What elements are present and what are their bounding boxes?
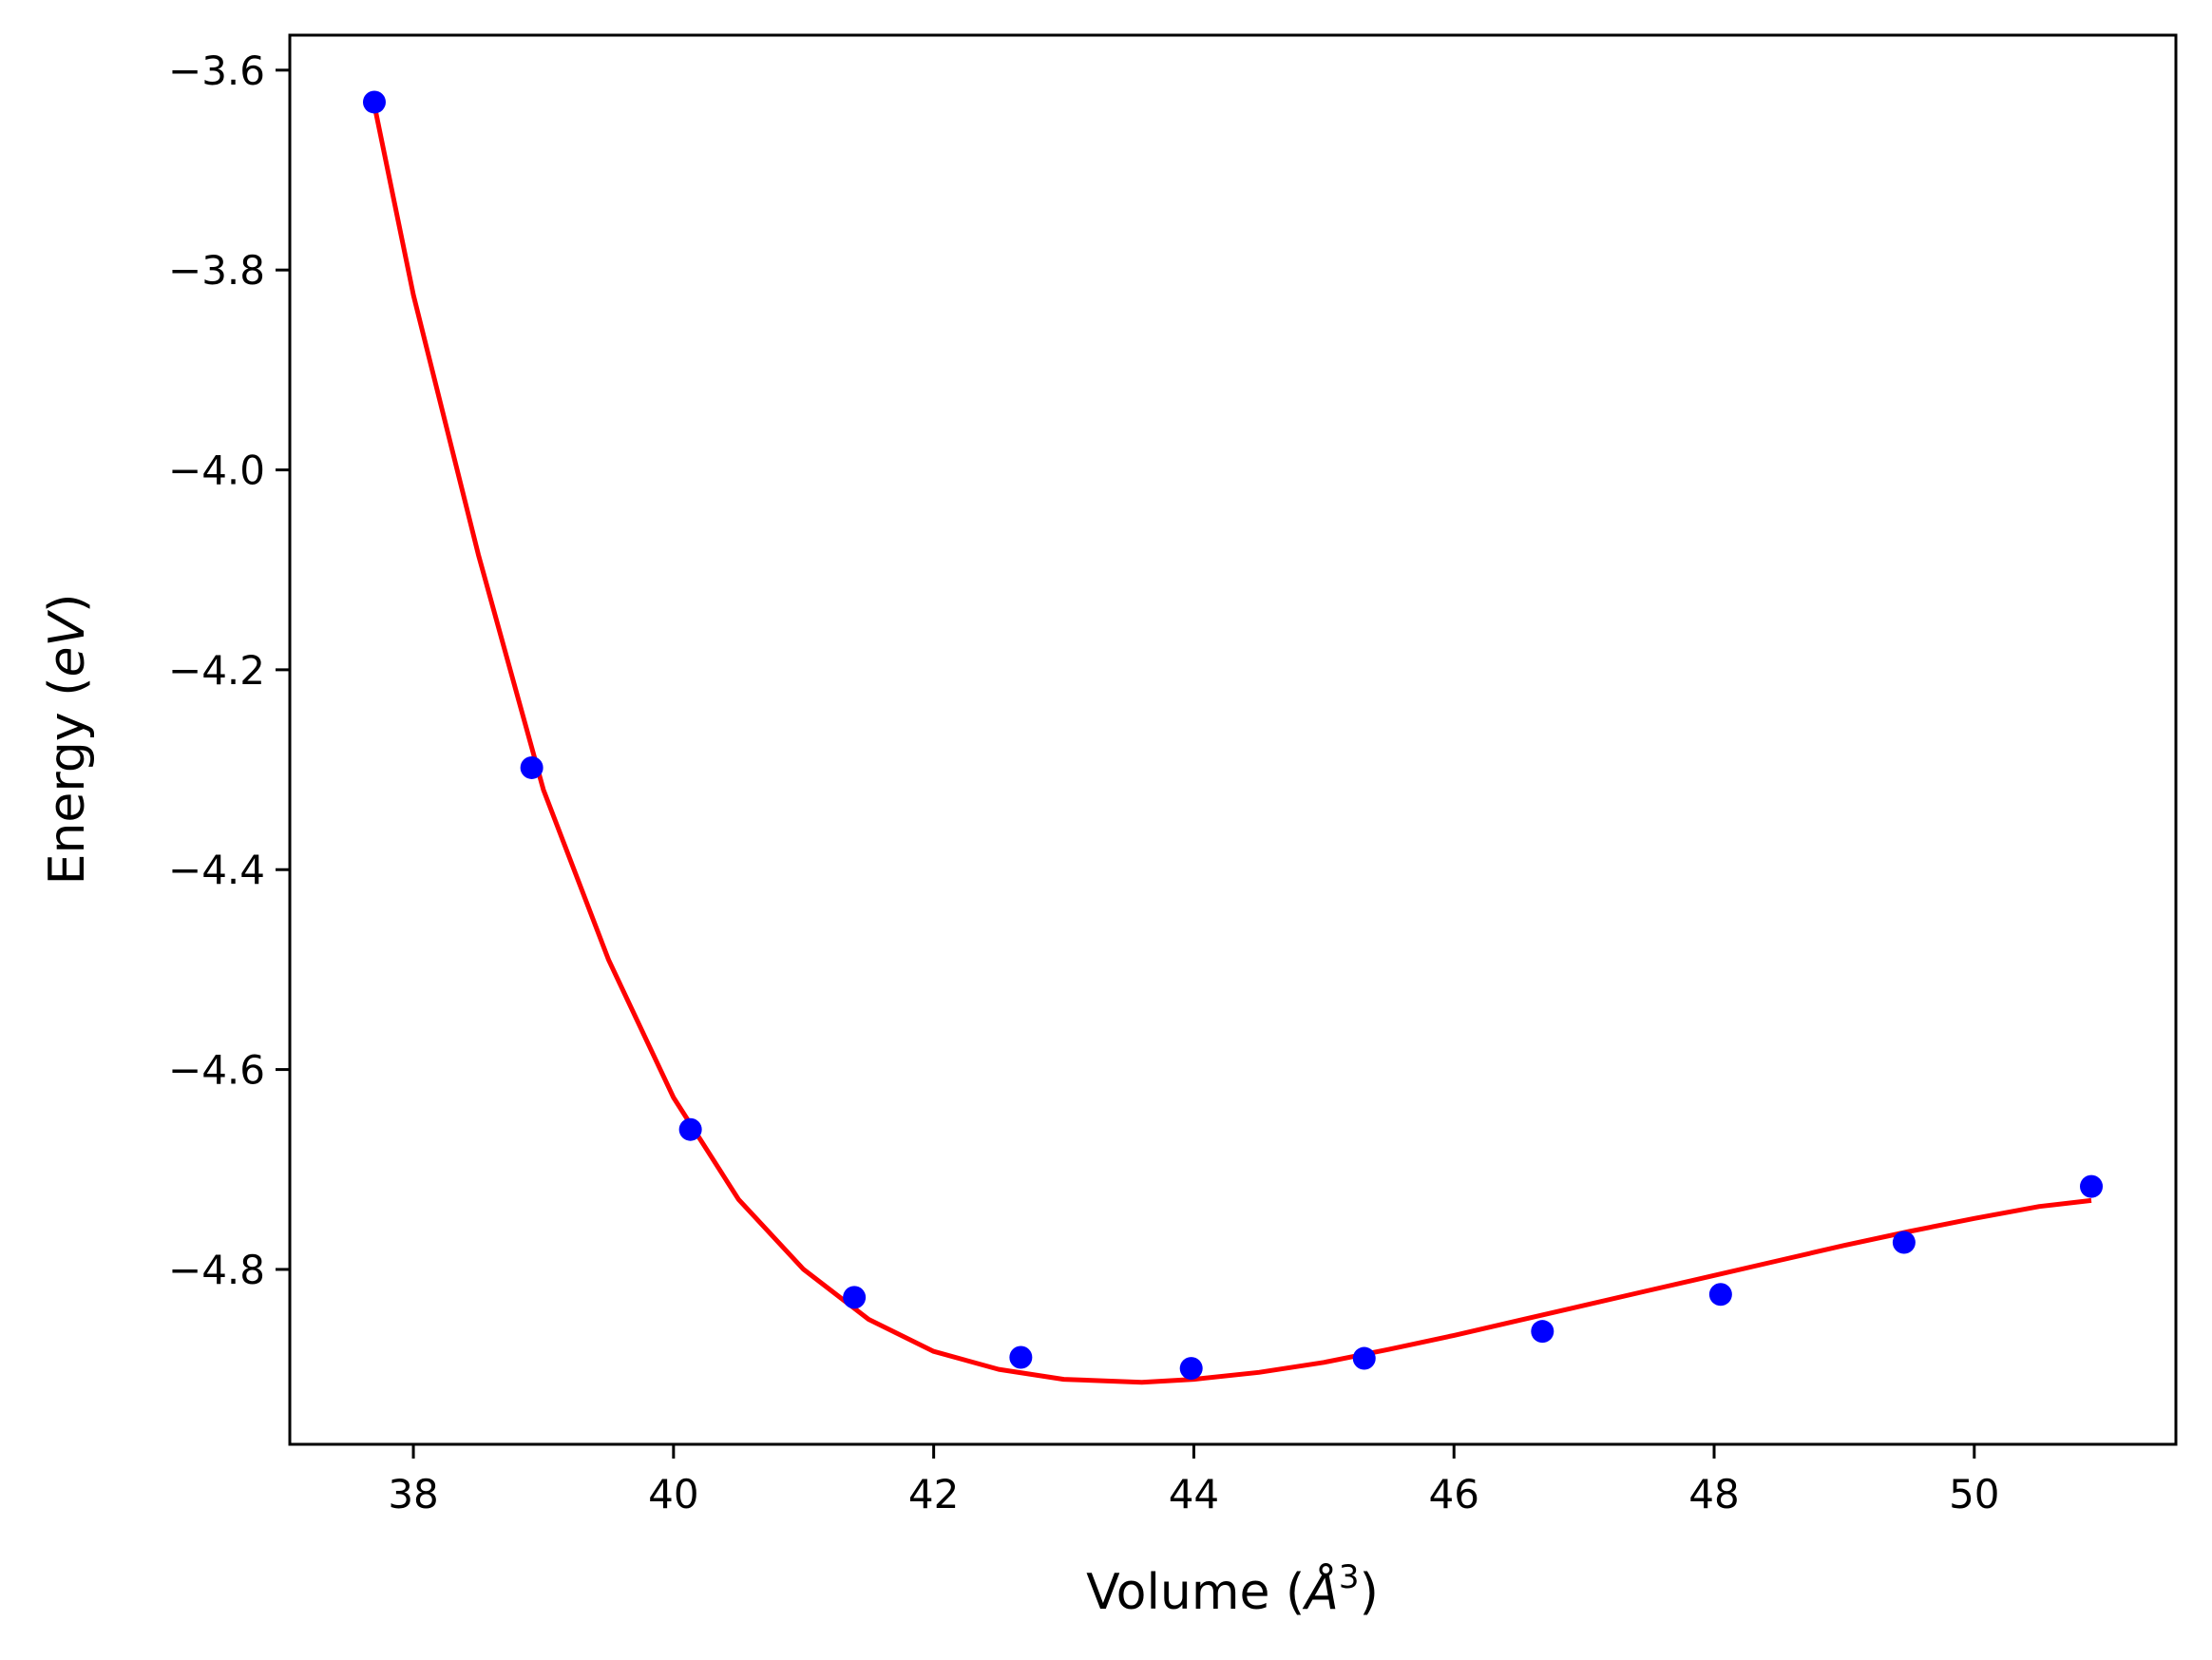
y-axis-label: Energy (eV) (39, 594, 96, 886)
y-tick-label: −4.6 (168, 1047, 265, 1094)
x-axis-label-superscript: 3 (1339, 1558, 1360, 1596)
data-point (1009, 1345, 1033, 1369)
data-point (1352, 1346, 1376, 1370)
y-tick-label: −4.8 (168, 1247, 265, 1293)
data-point (678, 1117, 702, 1141)
data-point (843, 1286, 867, 1309)
data-point (1531, 1320, 1554, 1344)
data-point (362, 90, 386, 114)
x-axis-label-text: Volume ( (1086, 1564, 1305, 1621)
data-point (2080, 1174, 2104, 1198)
y-axis-label-unit: eV (39, 610, 96, 677)
data-point (1179, 1357, 1203, 1381)
y-tick-label: −4.4 (168, 847, 265, 893)
x-tick-label: 46 (1428, 1471, 1478, 1517)
data-point (1892, 1231, 1916, 1254)
x-axis-label-close: ) (1360, 1564, 1379, 1621)
x-axis-label-symbol: Å (1302, 1562, 1339, 1621)
fit-curve (372, 105, 2092, 1385)
y-axis-label-text: Energy ( (39, 677, 96, 886)
plot-area (362, 90, 2104, 1385)
data-point (520, 755, 543, 779)
y-tick-label: −4.0 (168, 448, 265, 494)
y-axis-label-close: ) (39, 594, 96, 613)
y-tick-label: −3.8 (168, 247, 265, 294)
data-point (1708, 1283, 1732, 1307)
plot-frame (288, 33, 2178, 1446)
x-tick-label: 42 (908, 1471, 959, 1517)
x-tick-label: 38 (388, 1471, 438, 1517)
y-tick-label: −3.6 (168, 48, 265, 94)
y-tick-label: −4.2 (168, 647, 265, 694)
y-axis-ticks: −3.6 −3.8 −4.0 −4.2 −4.4 −4.6 −4.8 (168, 48, 290, 1293)
x-axis-label: Volume (Å3) (1086, 1558, 1379, 1621)
x-tick-label: 44 (1169, 1471, 1219, 1517)
x-tick-label: 50 (1949, 1471, 1999, 1517)
data-points (362, 90, 2104, 1381)
x-tick-label: 48 (1688, 1471, 1739, 1517)
x-axis-ticks: 38 40 42 44 46 48 50 (388, 1444, 2000, 1517)
x-tick-label: 40 (648, 1471, 698, 1517)
